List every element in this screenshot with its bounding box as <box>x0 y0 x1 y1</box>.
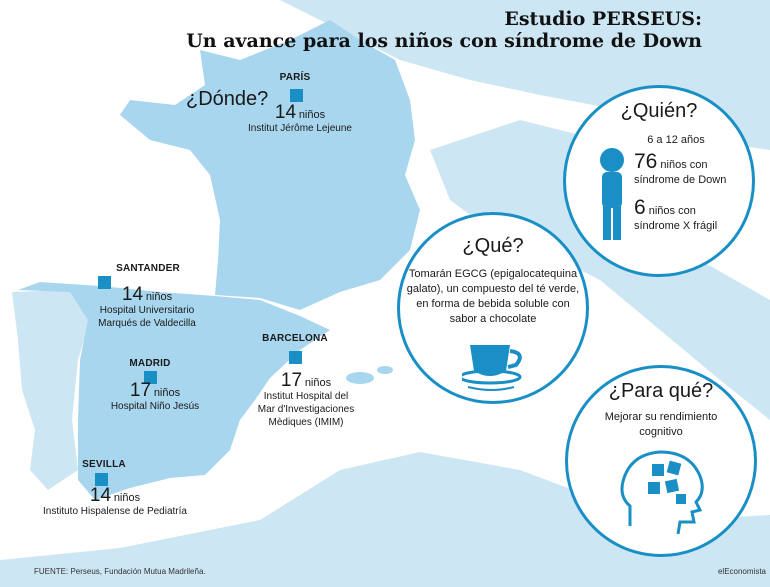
city-santander-name: SANTANDER <box>116 263 180 274</box>
child-icon <box>600 148 624 240</box>
city-madrid-name: MADRID <box>129 358 171 369</box>
quien-group-fragile-x: 6 niños con síndrome X frágil <box>634 196 718 232</box>
paraque-circle: ¿Para qué? Mejorar su rendimiento cogniti… <box>565 365 757 557</box>
city-paris-info: 14 niños Institut Jérôme Lejeune <box>248 102 352 134</box>
quien-group-down: 76 niños con síndrome de Down <box>634 150 727 186</box>
city-barcelona-marker <box>289 351 302 364</box>
quien-title: ¿Quién? <box>620 100 698 122</box>
city-paris-institution: Institut Jérôme Lejeune <box>248 123 352 134</box>
balearic-island <box>346 372 374 384</box>
city-sevilla-name: SEVILLA <box>82 459 126 470</box>
city-santander-info: 14 niños Hospital Universitario Marqués … <box>98 284 196 329</box>
title-line-1: Estudio PERSEUS: <box>504 8 702 30</box>
city-barcelona-name: BARCELONA <box>262 333 328 344</box>
paraque-description: Mejorar su rendimiento cognitivo <box>604 411 718 438</box>
city-paris-marker <box>290 89 303 102</box>
italy-landmass <box>430 120 770 420</box>
city-santander-marker <box>98 276 111 289</box>
balearic-island <box>377 366 393 374</box>
city-paris-count: 14 <box>274 102 297 123</box>
quien-circle: ¿Quién? 6 a 12 años 76 niños con síndrome… <box>563 85 755 277</box>
spain-landmass <box>18 282 330 500</box>
donde-heading: ¿Dónde? <box>186 88 269 110</box>
teacup-icon <box>462 345 522 391</box>
africa-landmass <box>0 452 770 587</box>
brand-logo: elEconomista <box>717 567 766 576</box>
portugal-landmass <box>12 290 90 490</box>
city-madrid-marker <box>144 371 157 384</box>
city-paris-name: PARÍS <box>279 72 311 83</box>
que-circle: ¿Qué? Tomarán EGCG (epigalocatequina gala… <box>397 212 589 404</box>
quien-age: 6 a 12 años <box>647 134 705 146</box>
title-line-2: Un avance para los niños con síndrome de… <box>186 30 702 52</box>
city-sevilla-marker <box>95 473 108 486</box>
city-madrid-info: 17 niños Hospital Niño Jesús <box>110 380 200 412</box>
que-title: ¿Qué? <box>462 235 524 257</box>
que-description: Tomarán EGCG (epigalocatequina galato), u… <box>406 268 580 325</box>
source-footer: FUENTE: Perseus, Fundación Mutua Madrile… <box>34 567 206 576</box>
head-puzzle-icon <box>620 450 704 535</box>
paraque-title: ¿Para qué? <box>608 380 714 402</box>
city-sevilla-info: 14 niños Instituto Hispalense de Pediatr… <box>43 485 187 517</box>
france-landmass <box>120 20 420 310</box>
city-barcelona-info: 17 niños Institut Hospital del Mar d'Inv… <box>257 370 355 428</box>
